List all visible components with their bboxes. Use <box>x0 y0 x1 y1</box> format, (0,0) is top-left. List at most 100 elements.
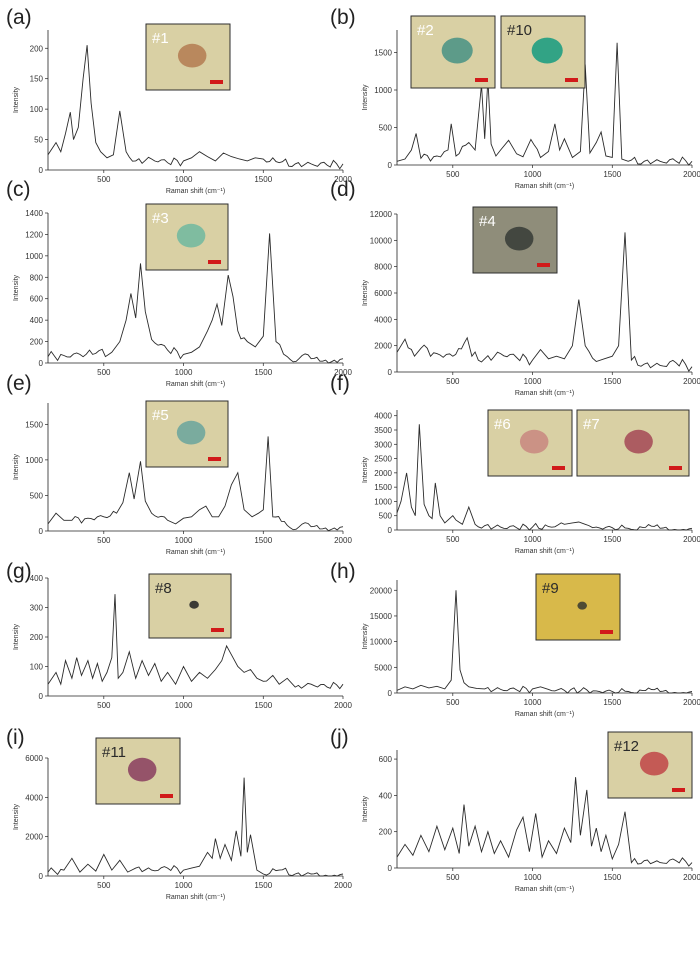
y-tick-label: 400 <box>379 791 393 800</box>
x-axis-title: Raman shift (cm⁻¹) <box>515 548 574 555</box>
particle-blob <box>531 37 563 64</box>
x-tick-label: 1000 <box>524 535 542 544</box>
y-tick-label: 600 <box>379 755 393 764</box>
y-axis-title: Intensity <box>362 84 369 111</box>
scale-bar <box>208 260 221 264</box>
inset-label: #1 <box>152 30 169 47</box>
x-tick-label: 500 <box>97 536 111 545</box>
chart-panel-2: (b) 500 1000 1500 2000 0 500 1000 1500 Raman shif… <box>330 6 700 190</box>
y-tick-label: 0 <box>39 692 44 701</box>
x-tick-label: 500 <box>97 368 111 377</box>
x-tick-label: 500 <box>446 535 460 544</box>
y-tick-label: 1200 <box>25 230 43 239</box>
x-tick-label: 1500 <box>603 698 621 707</box>
y-axis-title: Intensity <box>13 86 20 113</box>
scale-bar <box>672 788 685 792</box>
spectrum-line <box>47 594 344 690</box>
chart-panel-1: (a) 500 1000 1500 2000 0 50 100 150 200 Raman shif… <box>6 6 352 195</box>
y-tick-label: 1000 <box>374 86 392 95</box>
scale-bar <box>669 466 682 470</box>
y-tick-label: 200 <box>379 828 393 837</box>
y-axis-title: Intensity <box>362 456 369 483</box>
particle-blob <box>639 751 669 776</box>
panel-label: (a) <box>6 6 32 29</box>
y-tick-label: 4000 <box>374 315 392 324</box>
panel-label: (j) <box>330 726 349 749</box>
x-tick-label: 1000 <box>524 873 542 882</box>
x-tick-label: 2000 <box>683 535 700 544</box>
x-tick-label: 2000 <box>683 873 700 882</box>
inset-micrograph: #12 <box>607 731 693 799</box>
inset-micrograph: #11 <box>95 737 181 805</box>
y-tick-label: 2000 <box>374 342 392 351</box>
y-axis-title: Intensity <box>13 274 20 301</box>
inset-label: #6 <box>494 416 511 433</box>
y-tick-label: 50 <box>34 136 43 145</box>
x-tick-label: 500 <box>97 175 111 184</box>
spectrum-line <box>47 233 344 364</box>
y-axis-title: Intensity <box>13 623 20 650</box>
inset-label: #3 <box>152 210 169 227</box>
x-tick-label: 1000 <box>175 881 193 890</box>
y-tick-label: 200 <box>30 633 44 642</box>
x-tick-label: 1500 <box>254 175 272 184</box>
y-tick-label: 1000 <box>25 456 43 465</box>
y-tick-label: 500 <box>379 124 393 133</box>
x-tick-label: 1500 <box>254 881 272 890</box>
chart-panel-6: (f) 500 1000 1500 2000 0 500 1000 1500 2000 2500 30… <box>330 372 700 555</box>
scale-bar <box>475 78 488 82</box>
y-tick-label: 150 <box>30 75 44 84</box>
y-tick-label: 2000 <box>25 833 43 842</box>
inset-micrograph: #4 <box>472 206 558 274</box>
inset-label: #10 <box>507 22 532 39</box>
inset-micrograph: #3 <box>145 203 229 271</box>
x-tick-label: 500 <box>446 170 460 179</box>
panel-label: (h) <box>330 560 356 583</box>
panel-label: (g) <box>6 560 32 583</box>
y-tick-label: 0 <box>39 359 44 368</box>
inset-label: #7 <box>583 416 600 433</box>
spectrum-line <box>47 45 344 170</box>
y-tick-label: 2500 <box>374 455 392 464</box>
chart-panel-9: (i) 500 1000 1500 2000 0 2000 4000 6000 Raman shi… <box>6 726 352 901</box>
particle-blob <box>577 601 587 610</box>
y-tick-label: 0 <box>388 864 393 873</box>
x-tick-label: 2000 <box>334 536 352 545</box>
inset-label: #5 <box>152 407 169 424</box>
spectrum-line <box>396 42 693 166</box>
chart-panel-8: (h)500 1000 1500 200005000100001500020000Ra… <box>330 560 700 718</box>
particle-blob <box>176 223 206 248</box>
scale-bar <box>210 80 223 84</box>
chart-panel-7: (g) 500 1000 1500 2000 0 100 200 300 400 Intensity… <box>6 560 352 710</box>
chart-panel-10: (j) 500 1000 1500 2000 0 200 400 600 Raman shift … <box>330 726 700 893</box>
chart-panel-4: (d) 500 1000 1500 2000 0 2000 4000 6000 8000 10000… <box>330 178 700 397</box>
x-tick-label: 1000 <box>175 536 193 545</box>
y-tick-label: 200 <box>30 44 44 53</box>
inset-micrograph: #7 <box>576 409 690 477</box>
inset-label: #4 <box>479 213 496 230</box>
particle-blob <box>177 43 207 68</box>
y-tick-label: 600 <box>30 295 44 304</box>
x-tick-label: 2000 <box>334 881 352 890</box>
x-tick-label: 500 <box>446 698 460 707</box>
y-tick-label: 200 <box>30 338 44 347</box>
x-tick-label: 500 <box>446 377 460 386</box>
y-tick-label: 3000 <box>374 440 392 449</box>
y-tick-label: 1500 <box>374 483 392 492</box>
y-tick-label: 0 <box>388 161 393 170</box>
y-tick-label: 4000 <box>25 793 43 802</box>
x-tick-label: 1500 <box>254 536 272 545</box>
y-tick-label: 0 <box>388 689 393 698</box>
scale-bar <box>160 794 173 798</box>
y-tick-label: 2000 <box>374 469 392 478</box>
y-tick-label: 6000 <box>25 754 43 763</box>
x-tick-label: 1000 <box>175 368 193 377</box>
particle-blob <box>189 600 199 609</box>
panel-label: (c) <box>6 178 31 201</box>
x-axis-title: Raman shift (cm⁻¹) <box>515 711 574 718</box>
y-tick-label: 0 <box>39 527 44 536</box>
x-tick-label: 1000 <box>524 170 542 179</box>
y-tick-label: 100 <box>30 663 44 672</box>
inset-label: #2 <box>417 22 434 39</box>
